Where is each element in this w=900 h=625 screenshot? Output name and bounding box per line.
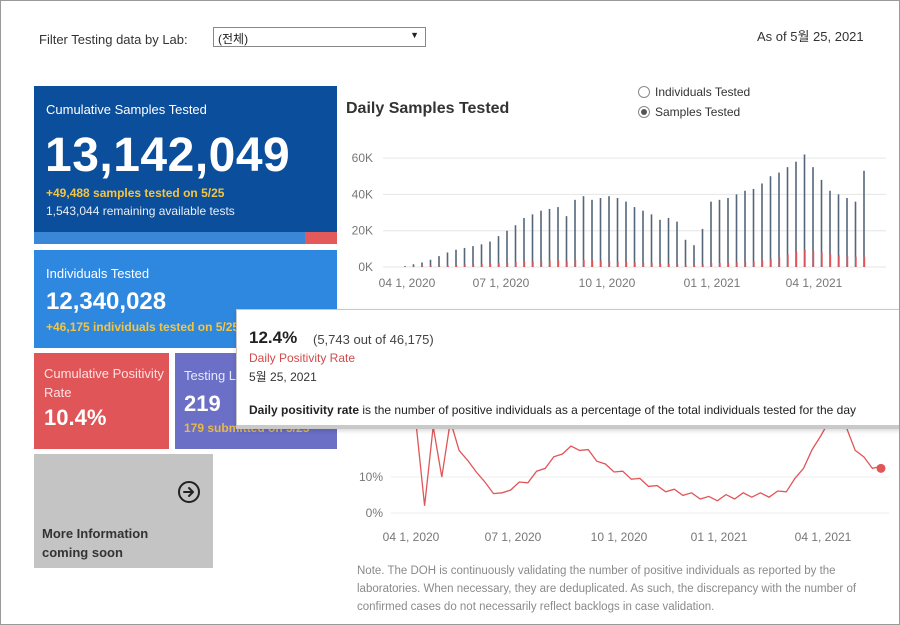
y-tick-label: 10% xyxy=(359,470,383,484)
radio-individuals-tested[interactable]: Individuals Tested xyxy=(638,85,750,99)
lab-filter-select[interactable]: (전체) ▼ xyxy=(213,27,426,47)
as-of-date: As of 5월 25, 2021 xyxy=(757,29,864,44)
y-tick-label: 40K xyxy=(352,187,373,201)
individuals-tested-today: +46,175 individuals tested on 5/25 xyxy=(46,320,240,334)
x-tick-label: 04 1, 2020 xyxy=(379,276,436,290)
tooltip-rate-detail: (5,743 out of 46,175) xyxy=(313,332,434,347)
y-tick-label: 0% xyxy=(366,506,384,520)
remaining-tests: 1,543,044 remaining available tests xyxy=(46,204,235,218)
tooltip-rate-value: 12.4% xyxy=(249,328,298,347)
daily-samples-chart[interactable]: 0K 20K 40K 60K 04 1, 2020 07 1, 2020 10 1, 202… xyxy=(341,133,891,293)
samples-tested-today: +49,488 samples tested on 5/25 xyxy=(46,186,225,200)
x-tick-label: 10 1, 2020 xyxy=(591,530,648,544)
x-tick-label: 04 1, 2020 xyxy=(383,530,440,544)
more-info-card[interactable]: More Information coming soon xyxy=(34,454,213,568)
individuals-tested-value: 12,340,028 xyxy=(46,288,167,315)
capacity-remaining-bar xyxy=(305,232,337,244)
x-tick-label: 01 1, 2021 xyxy=(691,530,748,544)
x-tick-label: 04 1, 2021 xyxy=(795,530,852,544)
lab-filter-value: (전체) xyxy=(218,32,249,46)
tooltip-separator xyxy=(237,425,899,428)
positivity-rate-card[interactable]: Cumulative Positivity Rate 10.4% xyxy=(34,353,169,449)
radio-button[interactable] xyxy=(638,86,650,98)
positivity-tooltip: 12.4% (5,743 out of 46,175) Daily Positi… xyxy=(236,309,899,429)
y-tick-label: 20K xyxy=(352,224,373,238)
tooltip-definition: Daily positivity rate is the number of p… xyxy=(249,403,856,417)
radio-label-individuals: Individuals Tested xyxy=(655,85,751,99)
x-tick-label: 04 1, 2021 xyxy=(786,276,843,290)
x-tick-label: 07 1, 2020 xyxy=(473,276,530,290)
tooltip-definition-term: Daily positivity rate xyxy=(249,403,360,417)
positivity-rate-chart[interactable]: 0% 10% 04 1, 2020 07 1, 2020 10 1, 2020 01 1,… xyxy=(341,421,891,551)
y-tick-label: 60K xyxy=(352,151,373,165)
radio-button-selected[interactable] xyxy=(638,106,650,118)
x-tick-label: 07 1, 2020 xyxy=(485,530,542,544)
x-tick-label: 01 1, 2021 xyxy=(684,276,741,290)
radio-samples-tested[interactable]: Samples Tested xyxy=(638,105,740,119)
tooltip-rate-label: Daily Positivity Rate xyxy=(249,351,356,365)
more-info-text: More Information coming soon xyxy=(42,526,149,560)
radio-label-samples: Samples Tested xyxy=(655,105,741,119)
capacity-used-bar xyxy=(34,232,305,244)
tooltip-date: 5월 25, 2021 xyxy=(249,370,317,384)
x-tick-label: 10 1, 2020 xyxy=(579,276,636,290)
positivity-line xyxy=(415,421,882,506)
testing-labs-value: 219 xyxy=(184,391,221,416)
filter-label: Filter Testing data by Lab: xyxy=(39,32,188,47)
positivity-rate-value: 10.4% xyxy=(44,405,107,430)
selected-point xyxy=(876,463,886,473)
arrow-right-circle-icon[interactable] xyxy=(177,480,201,504)
daily-samples-title: Daily Samples Tested xyxy=(346,100,510,117)
cumulative-samples-value: 13,142,049 xyxy=(45,129,291,182)
tooltip-definition-text: is the number of positive individuals as… xyxy=(359,403,857,417)
positivity-rate-title: Cumulative Positivity Rate xyxy=(44,366,164,400)
individuals-tested-card[interactable]: Individuals Tested 12,340,028 +46,175 in… xyxy=(34,250,337,348)
y-tick-label: 0K xyxy=(358,260,373,274)
cumulative-samples-card: Cumulative Samples Tested 13,142,049 +49… xyxy=(34,86,337,244)
cumulative-samples-title: Cumulative Samples Tested xyxy=(46,102,207,117)
individuals-tested-title: Individuals Tested xyxy=(46,266,150,281)
dropdown-caret-icon[interactable]: ▼ xyxy=(410,30,419,40)
footnote: Note. The DOH is continuously validating… xyxy=(357,565,857,613)
